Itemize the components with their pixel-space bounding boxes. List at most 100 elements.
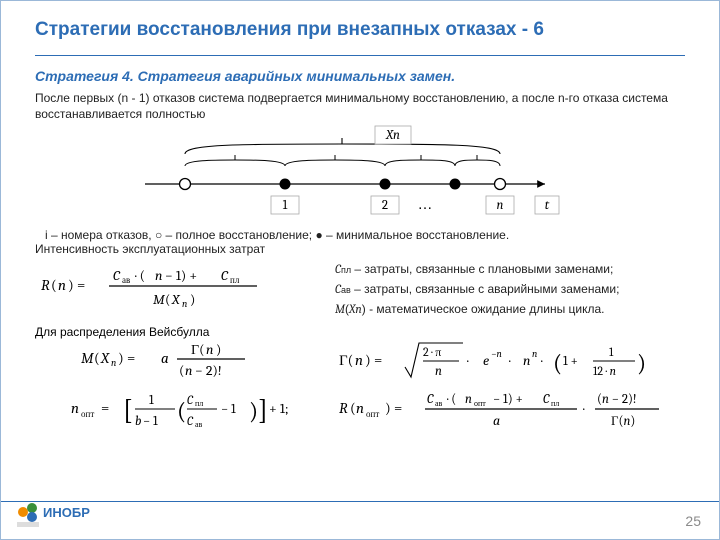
svg-text:(: ( (553, 349, 562, 377)
svg-text:C: C (187, 393, 194, 407)
svg-text:]: ] (258, 394, 268, 426)
svg-text:=: = (101, 399, 109, 417)
svg-text:−n: −n (491, 348, 502, 360)
svg-text:Γ(: Γ( (191, 341, 204, 358)
svg-text:): ) (190, 291, 195, 308)
svg-text:R: R (41, 276, 50, 294)
svg-text:1 +: 1 + (563, 354, 578, 369)
svg-text:n: n (155, 267, 162, 284)
svg-text:·: · (541, 352, 543, 369)
svg-text:Xn: Xn (385, 128, 400, 143)
svg-text:) =: ) = (68, 276, 85, 294)
svg-text:пл: пл (195, 399, 203, 408)
svg-text:1: 1 (283, 198, 288, 213)
svg-text:(: ( (165, 291, 170, 308)
def-mxn: M(Xn) - математическое ожидание длины ци… (335, 300, 685, 318)
definitions-row: R ( n ) = C ав · ( n − 1) + C пл M ( X n… (1, 256, 719, 321)
svg-text:ав: ав (435, 399, 443, 408)
svg-text:C: C (113, 267, 121, 284)
svg-text:n: n (532, 348, 537, 360)
svg-text:C: C (187, 414, 194, 428)
svg-text:·: · (583, 400, 585, 417)
svg-text:C: C (543, 392, 550, 407)
svg-text:X: X (171, 291, 181, 308)
svg-text:n: n (182, 298, 187, 310)
svg-text:(: ( (177, 397, 186, 425)
svg-text:+ 1;: + 1; (269, 400, 289, 417)
timeline-legend: i – номера отказов, ○ – полное восстанов… (1, 224, 719, 242)
svg-text:опт: опт (366, 410, 379, 420)
svg-text:ИНОБР: ИНОБР (43, 505, 90, 520)
strategy-subtitle: Стратегия 4. Стратегия аварийных минимал… (1, 56, 719, 84)
formula-gamma-Rnopt: Γ( n ) = 2 · π n · e −n · n n · ( 1 + 1 … (335, 341, 695, 441)
svg-text:n: n (58, 276, 66, 294)
svg-text:ав: ав (122, 276, 130, 286)
svg-text:): ) (216, 341, 221, 358)
svg-text:n: n (71, 399, 79, 417)
svg-text:− 1) +: − 1) + (165, 267, 197, 284)
svg-text:M: M (81, 349, 94, 367)
svg-text:) =: ) = (365, 351, 382, 369)
svg-text:ав: ав (195, 420, 203, 429)
svg-text:Γ(n): Γ(n) (611, 414, 635, 429)
svg-text:n: n (355, 351, 363, 369)
svg-text:пл: пл (230, 276, 240, 286)
svg-text:) =: ) = (118, 349, 135, 367)
svg-text:R: R (339, 399, 348, 417)
svg-text:− 2)!: − 2)! (195, 362, 222, 379)
svg-text:a: a (493, 412, 500, 429)
logo: ИНОБР (15, 500, 105, 535)
svg-text:·: · (509, 352, 511, 369)
svg-text:1: 1 (609, 345, 614, 359)
def-cav: Cав – затраты, связанные с аварийными за… (335, 280, 685, 298)
svg-text:(n − 2)!: (n − 2)! (597, 392, 637, 407)
cost-intensity-label: Интенсивность эксплуатационных затрат (1, 242, 719, 256)
svg-text:[: [ (123, 394, 133, 426)
svg-text:n: n (523, 352, 530, 369)
svg-text:(: ( (51, 276, 57, 294)
svg-text:n: n (465, 392, 472, 407)
svg-text:пл: пл (551, 399, 559, 408)
svg-text:X: X (100, 349, 110, 367)
svg-text:t: t (545, 198, 550, 213)
svg-text:n: n (356, 399, 364, 417)
svg-text:n: n (435, 364, 442, 379)
svg-text:12 · n: 12 · n (593, 364, 616, 378)
svg-text:n: n (206, 341, 213, 358)
svg-text:): ) (249, 397, 258, 425)
strategy-description: После первых (n - 1) отказов система под… (1, 84, 719, 122)
svg-text:n: n (111, 357, 116, 369)
bottom-formulas: M ( X n ) = a Γ( n ) ( n − 2)! n опт = [… (1, 341, 719, 446)
svg-text:·: · (467, 352, 469, 369)
svg-text:· (: · ( (135, 267, 145, 284)
svg-text:· (: · ( (447, 392, 456, 407)
svg-text:опт: опт (474, 399, 486, 408)
svg-text:b: b (135, 414, 141, 429)
svg-text:1: 1 (149, 393, 154, 408)
svg-text:n: n (497, 198, 504, 213)
svg-text:− 1: − 1 (221, 402, 236, 417)
svg-text:C: C (221, 267, 229, 284)
svg-text:− 1: − 1 (143, 414, 158, 429)
page-number: 25 (685, 513, 701, 529)
svg-text:): ) (637, 349, 646, 377)
def-cpl: Cпл – затраты, связанные с плановыми зам… (335, 260, 685, 278)
svg-text:(: ( (94, 349, 100, 367)
timeline-diagram: Xn 1 2 … n t (1, 122, 719, 224)
svg-text:) =: ) = (385, 399, 402, 417)
svg-text:a: a (161, 349, 169, 367)
svg-text:опт: опт (81, 410, 94, 420)
svg-text:− 1) +: − 1) + (493, 392, 523, 407)
svg-text:(: ( (179, 362, 184, 379)
svg-text:n: n (185, 362, 192, 379)
svg-text:e: e (483, 352, 489, 369)
svg-text:2 · π: 2 · π (423, 345, 441, 359)
svg-text:2: 2 (382, 198, 388, 213)
slide-title: Стратегии восстановления при внезапных о… (1, 1, 719, 41)
formula-MXn-nopt: M ( X n ) = a Γ( n ) ( n − 2)! n опт = [… (35, 341, 305, 441)
svg-text:C: C (427, 392, 434, 407)
formula-Rn: R ( n ) = C ав · ( n − 1) + C пл M ( X n… (35, 260, 265, 316)
svg-text:(: ( (350, 399, 356, 417)
footer: ИНОБР 25 (1, 501, 719, 539)
svg-text:…: … (418, 196, 433, 213)
